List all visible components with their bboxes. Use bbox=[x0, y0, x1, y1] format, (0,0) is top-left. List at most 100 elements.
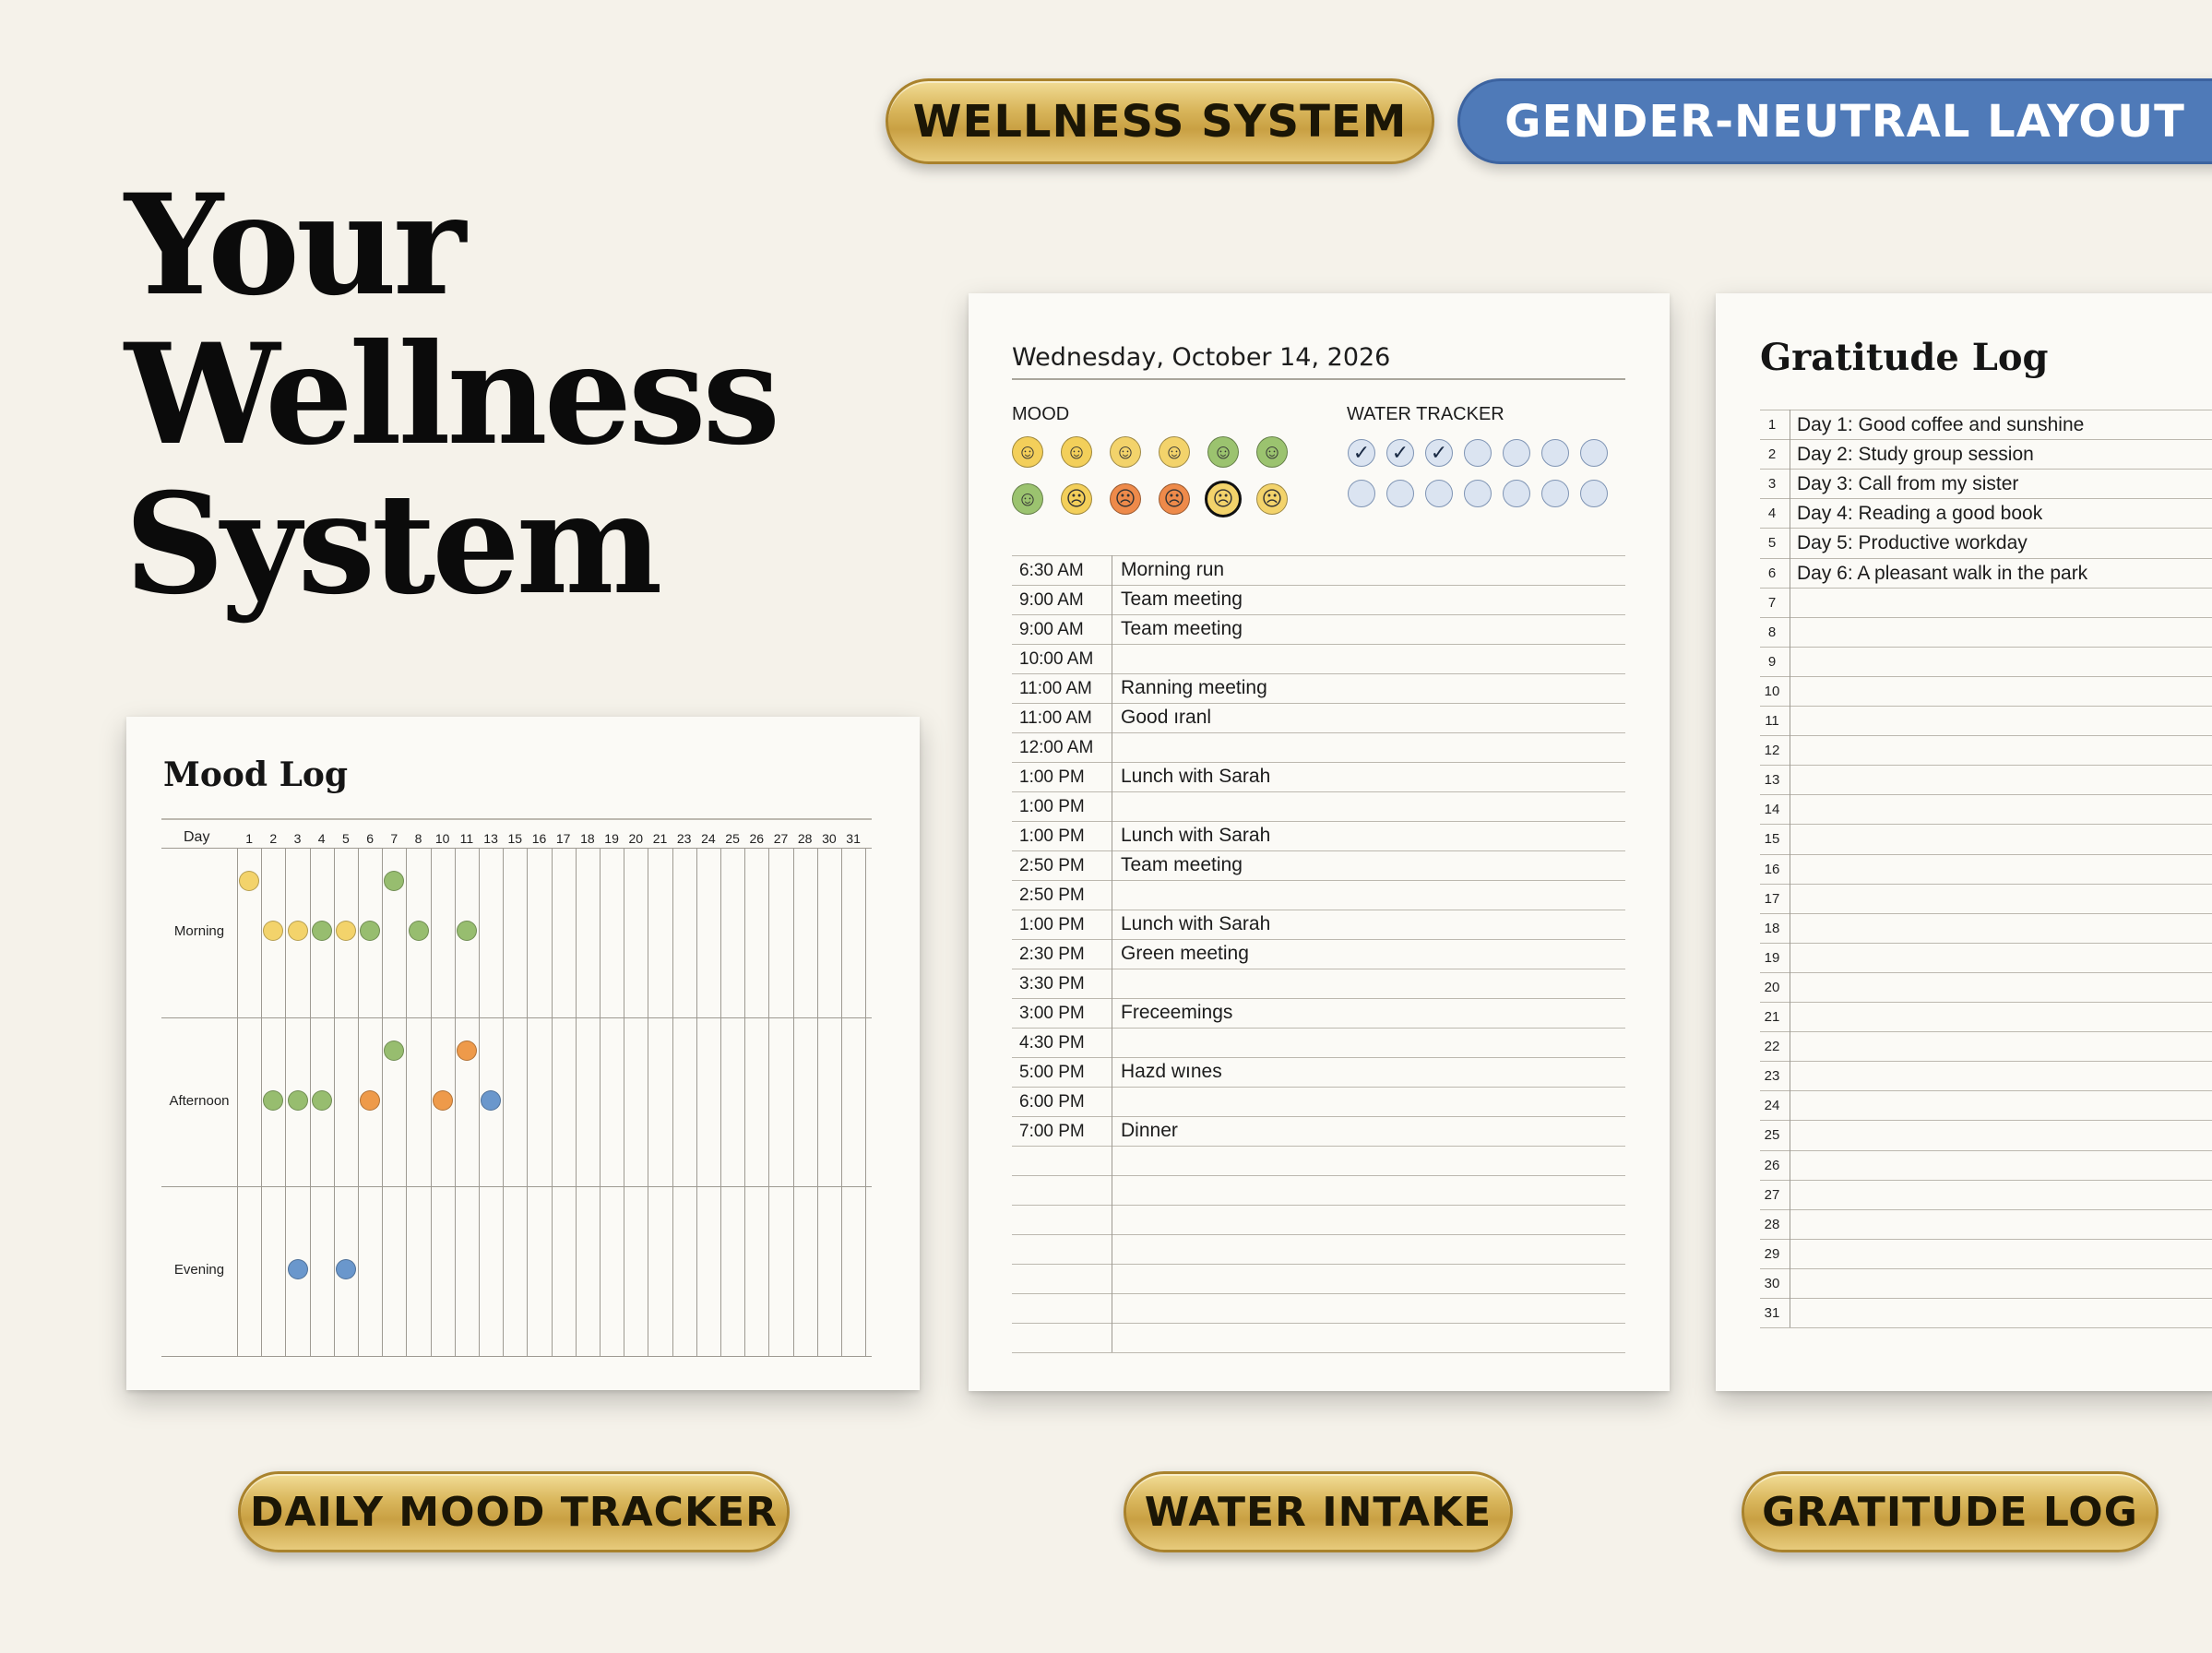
schedule-task[interactable]: Green meeting bbox=[1121, 943, 1249, 964]
schedule-row-line bbox=[1012, 1205, 1625, 1206]
gratitude-entry[interactable]: Day 4: Reading a good book bbox=[1797, 503, 2043, 525]
mood-dot bbox=[311, 920, 332, 941]
gratitude-row-number: 30 bbox=[1764, 1275, 1780, 1291]
schedule-task[interactable]: Morning run bbox=[1121, 559, 1225, 580]
gratitude-entry[interactable]: Day 2: Study group session bbox=[1797, 444, 2034, 466]
gratitude-row-number: 8 bbox=[1767, 624, 1777, 640]
schedule-task[interactable]: Lunch with Sarah bbox=[1121, 766, 1271, 787]
schedule-task[interactable]: Good ıranl bbox=[1121, 707, 1212, 728]
gratitude-row-number: 29 bbox=[1764, 1245, 1780, 1262]
schedule-time: 6:00 PM bbox=[1019, 1092, 1085, 1112]
water-glass-icon[interactable] bbox=[1464, 480, 1492, 507]
mood-emoji-icon[interactable]: ☺ bbox=[1159, 436, 1190, 468]
hero-line-2: Wellness bbox=[125, 314, 780, 476]
mood-log-column-line bbox=[720, 848, 721, 1356]
water-glass-icon[interactable] bbox=[1386, 480, 1414, 507]
schedule-task[interactable]: Ranning meeting bbox=[1121, 677, 1267, 698]
gratitude-title: Gratitude Log bbox=[1760, 336, 2049, 379]
mood-log-row-line bbox=[161, 1356, 872, 1357]
schedule-row-line bbox=[1012, 791, 1625, 792]
gratitude-entry[interactable]: Day 5: Productive workday bbox=[1797, 532, 2028, 554]
mood-log-day-number: 13 bbox=[483, 831, 498, 846]
water-glass-icon[interactable] bbox=[1580, 439, 1608, 467]
mood-log-row-line bbox=[161, 848, 872, 849]
schedule-row-line bbox=[1012, 1264, 1625, 1265]
mood-log-day-number: 24 bbox=[701, 831, 716, 846]
mood-log-column-line bbox=[696, 848, 697, 1356]
gratitude-row-number: 13 bbox=[1764, 772, 1780, 789]
schedule-time: 12:00 AM bbox=[1019, 738, 1094, 757]
mood-label: MOOD bbox=[1012, 404, 1070, 424]
schedule-task[interactable]: Team meeting bbox=[1121, 854, 1243, 875]
water-glass-icon[interactable] bbox=[1503, 439, 1530, 467]
gratitude-entry[interactable]: Day 1: Good coffee and sunshine bbox=[1797, 414, 2085, 435]
water-glass-icon[interactable]: ✓ bbox=[1425, 439, 1453, 467]
water-glass-icon[interactable] bbox=[1464, 439, 1492, 467]
water-glass-icon[interactable] bbox=[1348, 480, 1375, 507]
mood-emoji-icon[interactable]: ☺ bbox=[1256, 436, 1288, 468]
gratitude-row-number: 16 bbox=[1764, 861, 1780, 877]
mood-emoji-icon[interactable]: ☹ bbox=[1159, 483, 1190, 515]
gratitude-row-number: 23 bbox=[1764, 1068, 1780, 1085]
water-glass-icon[interactable] bbox=[1580, 480, 1608, 507]
mood-emoji-icon[interactable]: ☺ bbox=[1061, 436, 1092, 468]
mood-log-day-number: 19 bbox=[604, 831, 619, 846]
schedule-task[interactable]: Lunch with Sarah bbox=[1121, 825, 1271, 846]
daily-date: Wednesday, October 14, 2026 bbox=[1012, 343, 1391, 372]
mood-dot bbox=[384, 1040, 405, 1061]
mood-emoji-icon[interactable]: ☹ bbox=[1256, 483, 1288, 515]
water-glass-icon[interactable] bbox=[1425, 480, 1453, 507]
schedule-row-line bbox=[1012, 1116, 1625, 1117]
gratitude-row-line bbox=[1760, 557, 2212, 559]
schedule-row-line bbox=[1012, 1028, 1625, 1029]
gratitude-row-line bbox=[1760, 1120, 2212, 1122]
schedule-row-line bbox=[1012, 673, 1625, 674]
mood-log-day-number: 26 bbox=[749, 831, 765, 846]
schedule-time: 5:00 PM bbox=[1019, 1063, 1085, 1082]
gratitude-row-line bbox=[1760, 1298, 2212, 1299]
mood-emoji-icon[interactable]: ☹ bbox=[1205, 481, 1242, 517]
mood-emoji-icon[interactable]: ☹ bbox=[1110, 483, 1141, 515]
schedule-task[interactable]: Team meeting bbox=[1121, 618, 1243, 639]
water-glass-icon[interactable]: ✓ bbox=[1348, 439, 1375, 467]
hero-title: Your Wellness System bbox=[125, 164, 780, 625]
gratitude-row-number: 4 bbox=[1767, 505, 1777, 522]
schedule-time: 2:30 PM bbox=[1019, 945, 1085, 964]
schedule-row-line bbox=[1012, 1234, 1625, 1235]
hero-line-3: System bbox=[125, 463, 662, 625]
schedule-row-line bbox=[1012, 585, 1625, 586]
gratitude-row-line bbox=[1760, 1267, 2212, 1269]
schedule-row-line bbox=[1012, 880, 1625, 881]
mood-dot bbox=[239, 871, 260, 891]
schedule-task[interactable]: Freceemings bbox=[1121, 1002, 1233, 1023]
schedule-row-line bbox=[1012, 1057, 1625, 1058]
mood-log-row-line bbox=[161, 1017, 872, 1018]
water-glass-icon[interactable] bbox=[1503, 480, 1530, 507]
mood-log-day-number: 18 bbox=[580, 831, 595, 846]
mood-log-column-line bbox=[430, 848, 432, 1356]
schedule-row-line bbox=[1012, 614, 1625, 615]
gratitude-entry[interactable]: Day 6: A pleasant walk in the park bbox=[1797, 562, 2088, 584]
mood-emoji-icon[interactable]: ☺ bbox=[1012, 436, 1043, 468]
hero-line-1: Your bbox=[125, 164, 466, 327]
schedule-row-line bbox=[1012, 1293, 1625, 1294]
schedule-task[interactable]: Team meeting bbox=[1121, 589, 1243, 610]
mood-emoji-icon[interactable]: ☺ bbox=[1207, 436, 1239, 468]
mood-dot bbox=[263, 1089, 284, 1111]
schedule-row-line bbox=[1012, 850, 1625, 851]
schedule-row-line bbox=[1012, 1146, 1625, 1147]
gender-neutral-badge: GENDER-NEUTRAL LAYOUT bbox=[1457, 78, 2212, 164]
schedule-task[interactable]: Lunch with Sarah bbox=[1121, 913, 1271, 934]
water-glass-icon[interactable] bbox=[1541, 439, 1569, 467]
water-glass-icon[interactable]: ✓ bbox=[1386, 439, 1414, 467]
water-glass-icon[interactable] bbox=[1541, 480, 1569, 507]
schedule-task[interactable]: Hazd wınes bbox=[1121, 1061, 1222, 1082]
gratitude-entry[interactable]: Day 3: Call from my sister bbox=[1797, 473, 2019, 495]
schedule-task[interactable]: Dinner bbox=[1121, 1120, 1178, 1141]
mood-emoji-icon[interactable]: ☺ bbox=[1012, 483, 1043, 515]
mood-dot bbox=[360, 1089, 381, 1111]
mood-emoji-icon[interactable]: ☹ bbox=[1061, 483, 1092, 515]
water-intake-badge: WATER INTAKE bbox=[1124, 1471, 1513, 1552]
mood-emoji-icon[interactable]: ☺ bbox=[1110, 436, 1141, 468]
schedule-row-line bbox=[1012, 1352, 1625, 1353]
